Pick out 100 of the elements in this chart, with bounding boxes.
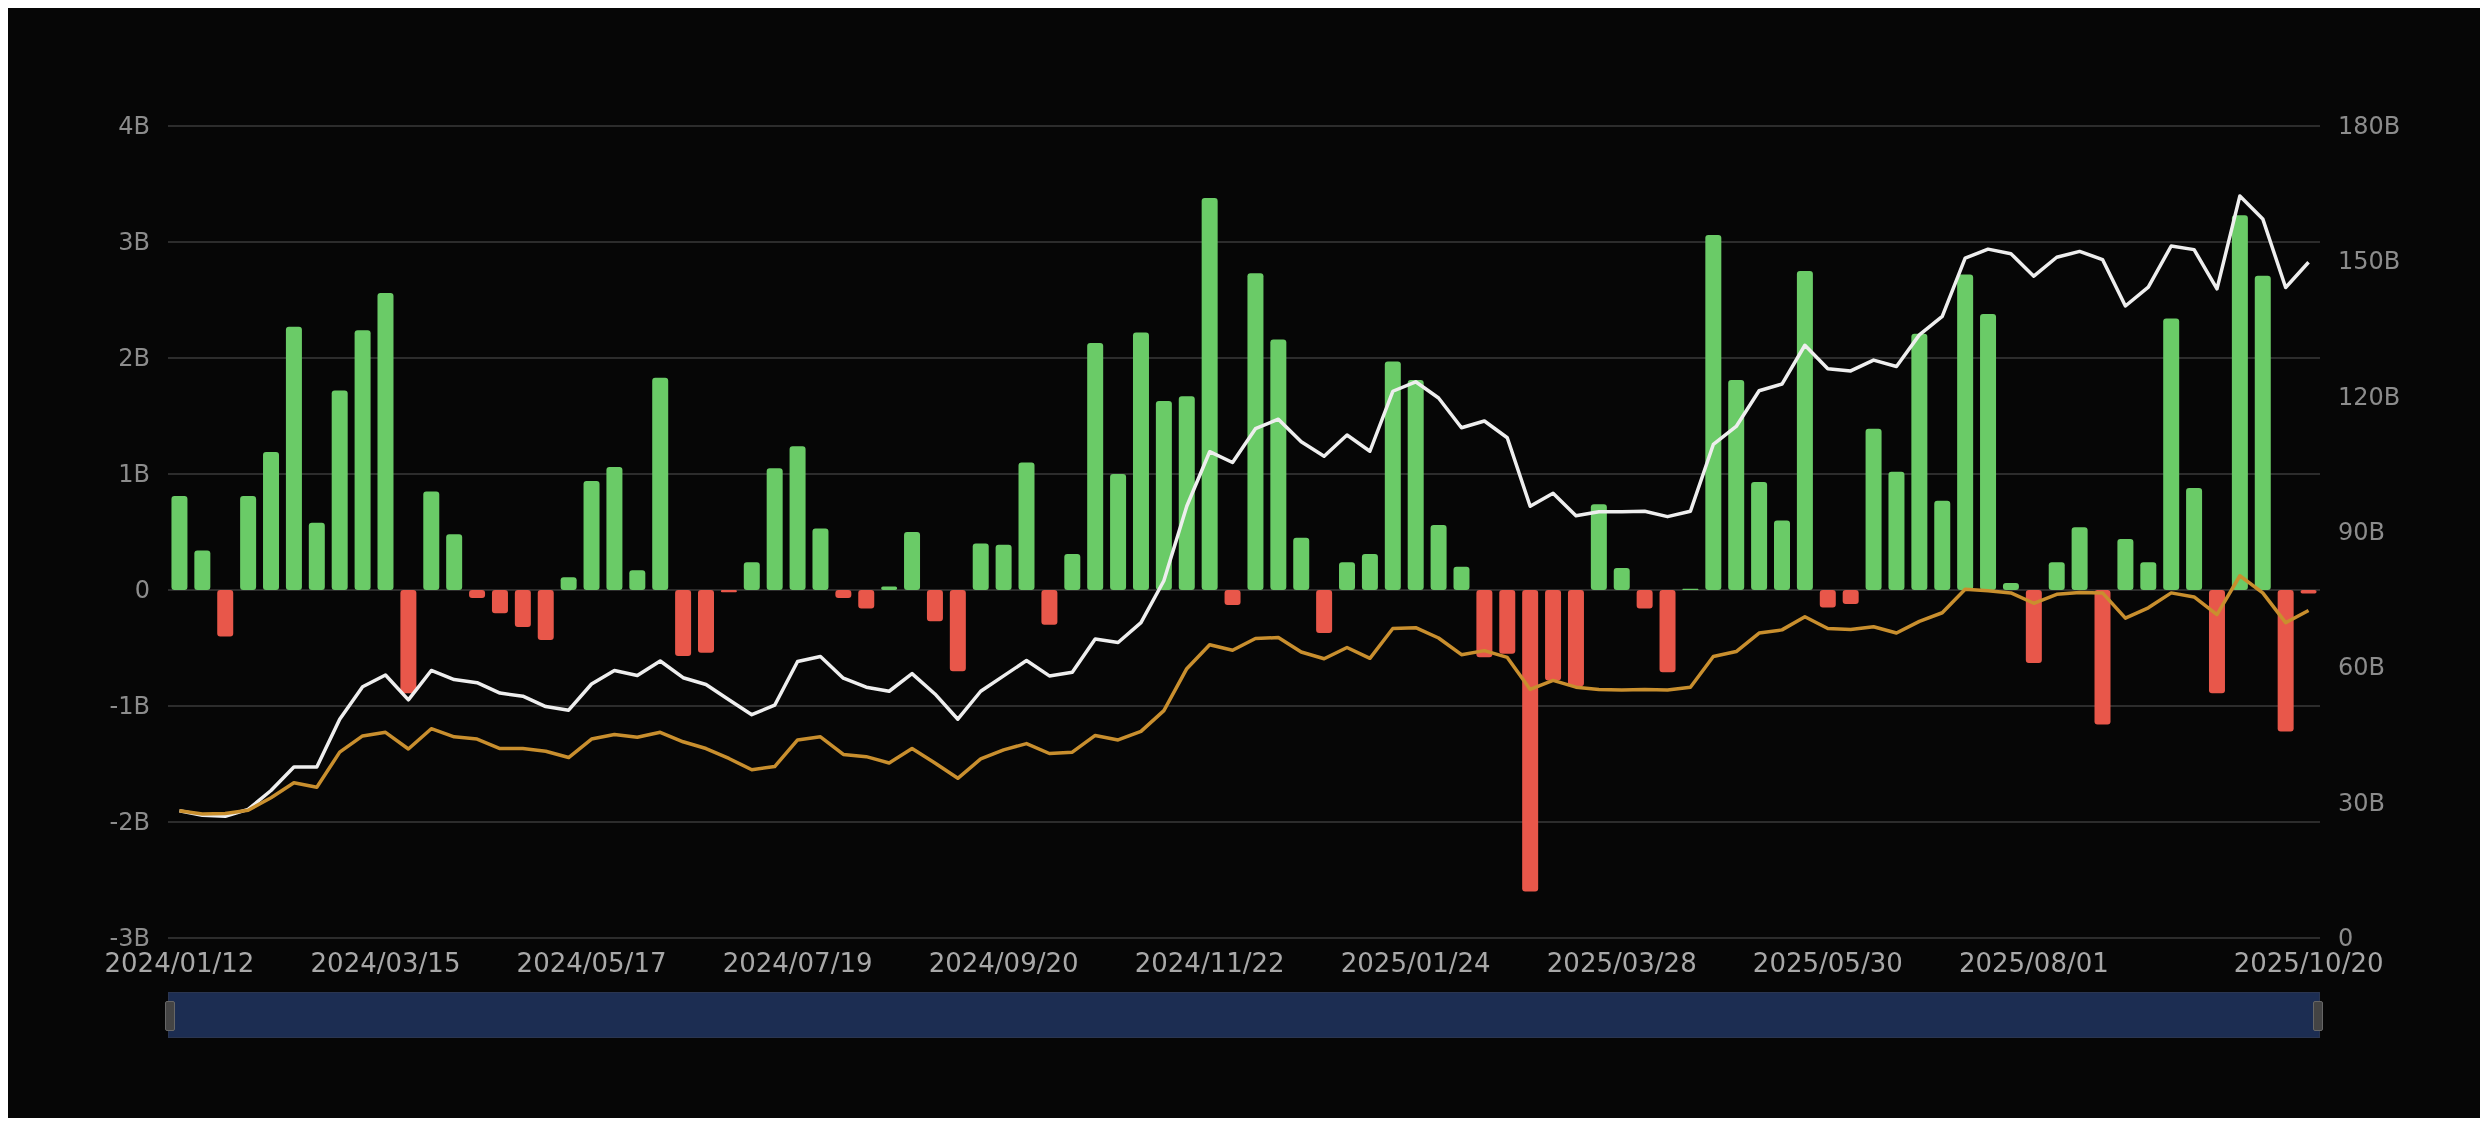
bar: [675, 590, 692, 657]
bar: [1545, 590, 1562, 681]
x-tick-label: 2024/09/20: [928, 948, 1079, 978]
x-tick-label: 2025/03/28: [1546, 948, 1697, 978]
x-tick-label: 2024/05/17: [516, 948, 667, 978]
bar: [1293, 537, 1310, 590]
bar: [2277, 590, 2294, 732]
bar: [652, 377, 669, 590]
bar: [1132, 332, 1149, 590]
x-tick-label: 2025/08/01: [1958, 948, 2109, 978]
bar: [1270, 339, 1287, 590]
bar: [1110, 474, 1127, 590]
bar: [1178, 396, 1195, 590]
bar: [194, 550, 211, 590]
bar: [789, 446, 806, 590]
bar: [285, 326, 302, 590]
bar: [629, 570, 646, 590]
bar: [926, 590, 943, 622]
bar: [1201, 197, 1218, 590]
bar: [1224, 590, 1241, 606]
bar: [1567, 590, 1584, 687]
bar: [812, 528, 829, 590]
bar: [1751, 482, 1768, 590]
bar: [583, 480, 600, 590]
y-tick-label: 0: [134, 576, 150, 604]
bar: [995, 544, 1012, 590]
bar: [949, 590, 966, 672]
bar: [446, 534, 463, 590]
x-tick-label: 2025/01/24: [1340, 948, 1491, 978]
bar: [1522, 590, 1539, 892]
bar: [354, 330, 371, 590]
bar: [1980, 313, 1997, 590]
bar: [514, 590, 531, 628]
bar: [1453, 566, 1470, 590]
y-tick-label: 2B: [118, 344, 150, 372]
x-tick-label: 2024/07/19: [722, 948, 873, 978]
bar: [400, 590, 417, 694]
bar: [698, 590, 714, 653]
bar: [2071, 527, 2088, 590]
bar: [217, 590, 234, 637]
bar: [1796, 271, 1813, 590]
line-series: [177, 574, 2311, 816]
bar: [1705, 235, 1722, 590]
x-tick-label: 2024/03/15: [310, 948, 461, 978]
bar: [1041, 590, 1058, 625]
bar: [377, 293, 394, 590]
bar: [2231, 215, 2248, 590]
bar: [491, 590, 508, 614]
x-tick-label: 2025/05/30: [1752, 948, 1903, 978]
bar: [171, 496, 188, 590]
bar: [1339, 562, 1356, 590]
bar: [858, 590, 875, 609]
bar: [1636, 590, 1653, 609]
bar: [1842, 590, 1859, 604]
bar: [2048, 562, 2065, 590]
y2-tick-label: 90B: [2338, 518, 2386, 546]
bar: [1476, 590, 1493, 658]
bar: [1247, 273, 1264, 590]
bar: [1934, 500, 1951, 590]
bar: [537, 590, 554, 640]
y-tick-label: -1B: [109, 692, 150, 720]
bar: [2186, 487, 2203, 590]
bar: [1911, 333, 1928, 590]
bar: [1957, 274, 1974, 590]
bar: [1613, 567, 1630, 590]
bar: [1865, 428, 1882, 590]
bar: [1430, 525, 1447, 590]
bar: [1407, 380, 1424, 590]
bar: [1018, 462, 1035, 590]
bar: [331, 390, 348, 590]
bar: [2117, 538, 2134, 590]
y2-tick-label: 30B: [2338, 788, 2386, 817]
bar: [560, 577, 577, 590]
y-tick-label: 3B: [118, 228, 150, 256]
bar: [766, 468, 783, 590]
bar: [2094, 590, 2111, 725]
bar: [972, 543, 989, 590]
bar: [1064, 554, 1081, 590]
bar: [1590, 504, 1607, 590]
bar: [1384, 361, 1401, 590]
y2-tick-label: 60B: [2338, 653, 2386, 682]
bar: [2163, 318, 2180, 590]
y2-tick-label: 180B: [2338, 112, 2401, 140]
bar: [1888, 471, 1905, 590]
y-tick-label: -2B: [109, 808, 150, 836]
bar: [1774, 520, 1790, 590]
bar: [743, 562, 760, 590]
x-tick-label: 2024/11/22: [1134, 948, 1285, 978]
bar: [1316, 590, 1333, 633]
bar: [1728, 380, 1745, 590]
bar: [1659, 590, 1676, 673]
bar: [2208, 590, 2225, 694]
y-tick-label: 4B: [118, 112, 150, 140]
bar: [2140, 562, 2157, 590]
y2-tick-label: 150B: [2338, 247, 2401, 276]
bar: [2025, 590, 2042, 664]
bar: [2254, 275, 2271, 590]
bar: [1361, 554, 1378, 590]
bar: [1499, 590, 1516, 654]
bar: [308, 522, 325, 590]
